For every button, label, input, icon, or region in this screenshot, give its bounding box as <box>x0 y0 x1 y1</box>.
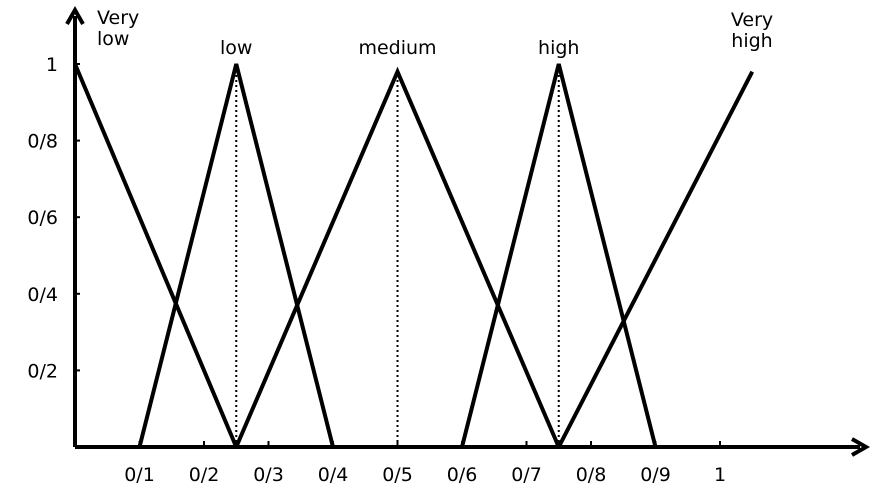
series-label-line: low <box>220 37 252 59</box>
series-medium-line <box>234 66 561 448</box>
y-tick-label: 0/2 <box>27 360 58 382</box>
series-label-low: low <box>220 37 252 59</box>
series-label-very-high: Very high <box>731 9 773 52</box>
series-very-high-line <box>556 70 755 448</box>
series-label-line: high <box>538 37 579 59</box>
series-label-very-low: Very low <box>97 7 139 50</box>
y-tick-label: 1 <box>46 54 58 76</box>
x-tick-label: 0/5 <box>382 464 413 486</box>
peak-guide-lines <box>235 64 560 447</box>
series-low-line <box>137 63 335 448</box>
x-tick-label: 0/1 <box>124 464 155 486</box>
series-label-line: high <box>731 30 772 52</box>
x-tick-label: 0/9 <box>640 464 671 486</box>
series-label-line: low <box>97 28 129 50</box>
x-tick-label: 0/4 <box>318 464 349 486</box>
series-very-low-line <box>73 63 239 448</box>
x-tick-label: 0/2 <box>189 464 220 486</box>
x-tick-label: 1 <box>714 464 726 486</box>
y-tick-label: 0/8 <box>27 131 58 153</box>
x-tick-label: 0/6 <box>447 464 478 486</box>
x-tick-label: 0/7 <box>511 464 542 486</box>
axes <box>65 5 871 457</box>
tick-marks: 0/1 0/2 0/3 0/4 0/5 0/6 0/7 0/8 0/9 1 0/2 0/4 0/6 0/8… <box>27 54 726 486</box>
series-label-line: medium <box>358 37 436 59</box>
y-axis-arrow-icon <box>65 5 85 25</box>
y-tick-label: 0/4 <box>27 284 58 306</box>
series-label-line: Very <box>97 7 139 29</box>
x-tick-label: 0/3 <box>253 464 284 486</box>
series-label-medium: medium <box>358 37 436 59</box>
x-tick-label: 0/8 <box>576 464 607 486</box>
series-label-high: high <box>538 37 579 59</box>
x-axis-arrow-icon <box>851 437 871 457</box>
y-tick-label: 0/6 <box>27 207 58 229</box>
series-label-line: Very <box>731 9 773 31</box>
membership-functions <box>73 63 755 448</box>
